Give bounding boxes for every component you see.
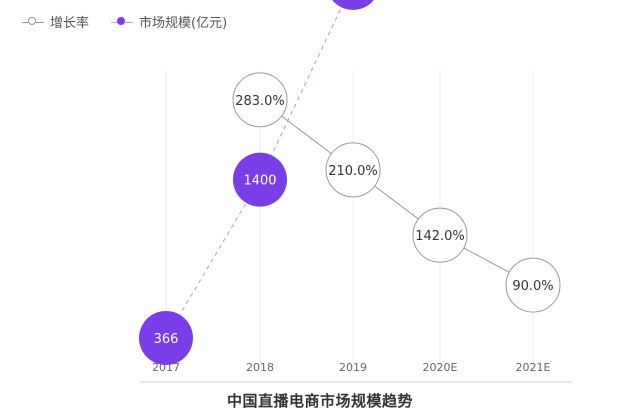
x-tick-label-2017: 2017 [152, 361, 180, 374]
growth-data-label-2019: 210.0% [328, 164, 378, 179]
legend-market-marker-icon [111, 16, 134, 28]
legend-item-market: 市场规模(亿元) [111, 12, 227, 31]
market-data-label-2018: 1400 [243, 174, 276, 189]
growth-bubble-2018 [232, 72, 288, 128]
legend: 增长率 市场规模(亿元) [22, 12, 227, 31]
market-data-label-2017: 366 [154, 332, 179, 347]
growth-bubble-2020e [412, 207, 468, 263]
growth-data-label-2018: 283.0% [235, 94, 285, 109]
chart-title: 中国直播电商市场规模趋势 [226, 392, 413, 410]
market-bubble-2019 [332, 0, 374, 10]
growth-series-line [259, 99, 534, 286]
growth-bubble-2021e [505, 257, 561, 313]
market-series-line [165, 0, 346, 339]
x-tick-label-2021e: 2021E [516, 361, 551, 374]
growth-data-label-2021e: 90.0% [512, 279, 553, 294]
market-bubble-2017 [139, 311, 193, 365]
x-tick-label-2019: 2019 [339, 361, 367, 374]
growth-bubble-2019 [325, 142, 381, 198]
legend-market-label: 市场规模(亿元) [139, 16, 228, 31]
legend-growth-label: 增长率 [50, 16, 90, 31]
x-tick-label-2018: 2018 [246, 361, 274, 374]
legend-growth-marker-icon [22, 16, 44, 28]
market-bubble-2018 [233, 152, 287, 207]
legend-item-growth: 增长率 [22, 12, 89, 31]
x-tick-label-2020e: 2020E [423, 361, 458, 374]
growth-data-label-2020e: 142.0% [415, 229, 465, 244]
